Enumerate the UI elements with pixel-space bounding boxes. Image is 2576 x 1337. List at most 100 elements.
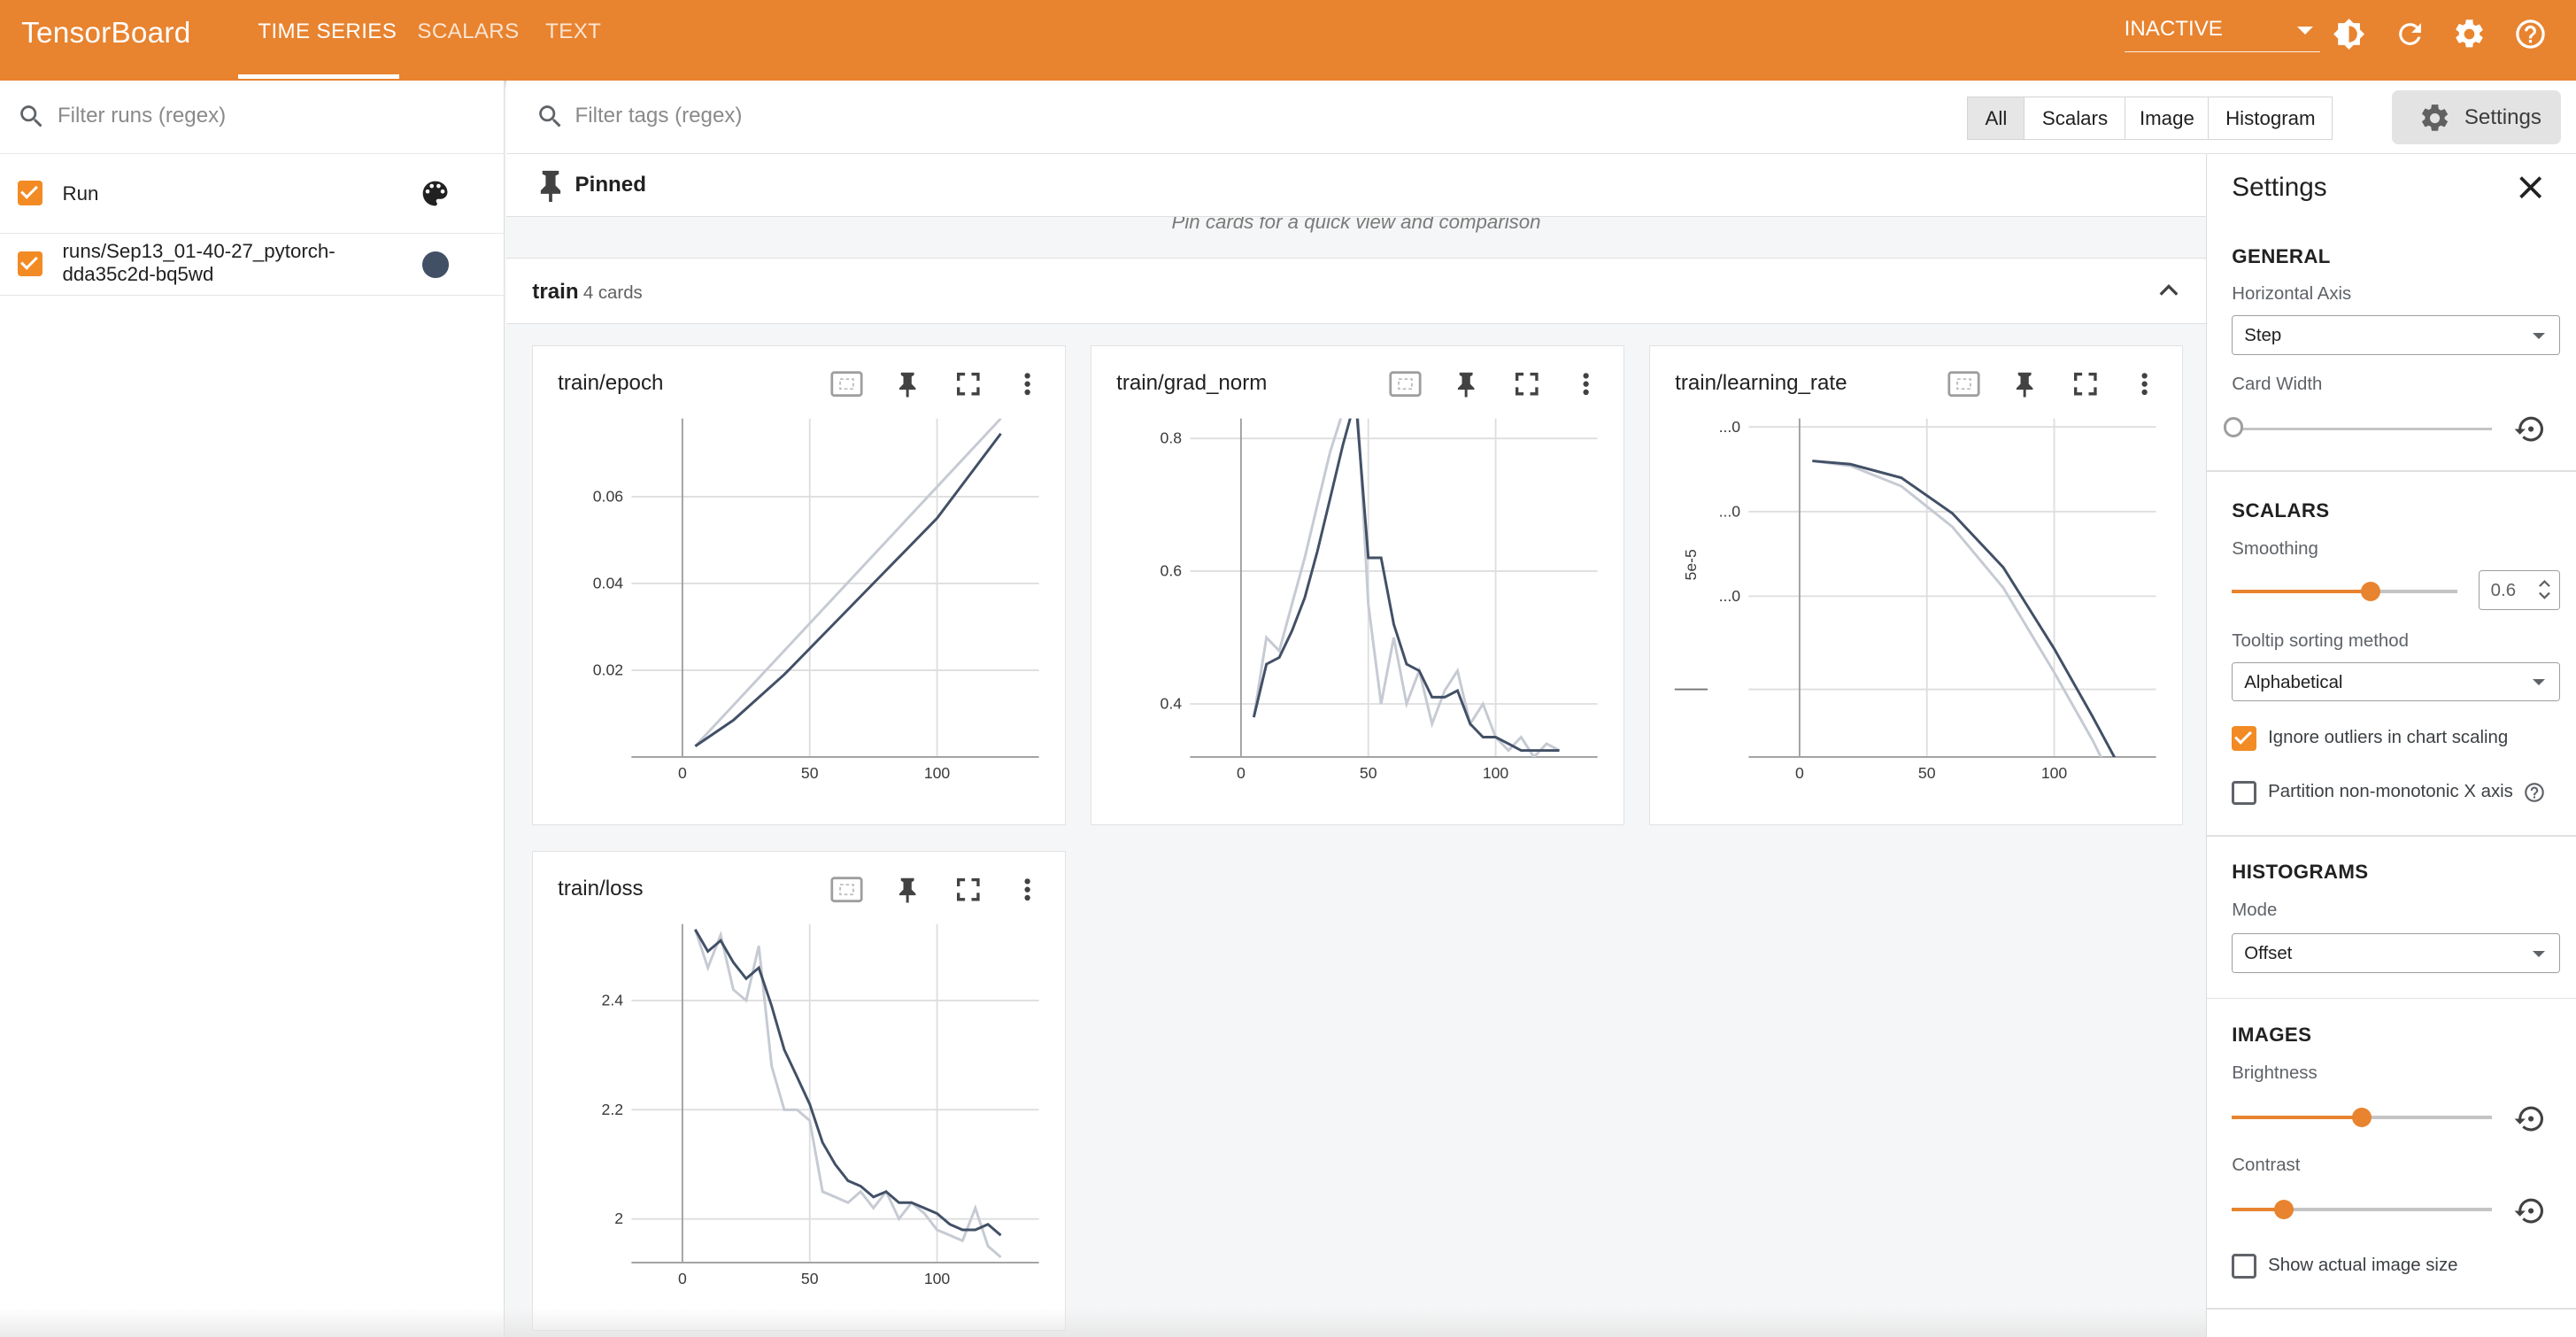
- pin-card-icon[interactable]: [899, 372, 916, 398]
- contrast-slider-thumb[interactable]: [2273, 1199, 2294, 1220]
- type-filter-all[interactable]: All: [1966, 97, 2026, 140]
- type-filter-image[interactable]: Image: [2124, 97, 2210, 140]
- more-vert-icon[interactable]: [1024, 372, 1031, 395]
- y-tick-label: 2.4: [602, 992, 624, 1009]
- status-select[interactable]: INACTIVE: [2124, 16, 2320, 53]
- histogram-mode-value: Offset: [2244, 944, 2293, 964]
- select-all-runs-checkbox[interactable]: [18, 181, 43, 205]
- divider: [2207, 1308, 2576, 1310]
- tags-filter-input[interactable]: Filter tags (regex): [575, 103, 743, 128]
- run-label: runs/Sep13_01-40-27_pytorch-dda35c2d-bq5…: [62, 239, 335, 285]
- images-heading: IMAGES: [2232, 1024, 2312, 1047]
- partition-label: Partition non-monotonic X axis: [2268, 782, 2513, 802]
- type-filter-histogram[interactable]: Histogram: [2208, 97, 2333, 140]
- pin-card-icon[interactable]: [2017, 372, 2033, 398]
- pin-card-icon[interactable]: [899, 878, 916, 903]
- y-tick-label: 0.8: [1161, 429, 1183, 446]
- divider: [2207, 834, 2576, 837]
- fit-domain-icon[interactable]: [830, 877, 863, 903]
- tooltip-sort-select[interactable]: Alphabetical: [2232, 661, 2561, 702]
- settings-toggle-button[interactable]: Settings: [2392, 90, 2562, 145]
- fit-domain-icon[interactable]: [1947, 371, 1980, 397]
- settings-gear-icon[interactable]: [2451, 17, 2487, 53]
- brightness-slider-fill: [2232, 1116, 2362, 1119]
- close-icon[interactable]: [2516, 173, 2545, 209]
- ignore-outliers-checkbox[interactable]: [2232, 726, 2257, 752]
- partition-checkbox[interactable]: [2232, 780, 2257, 806]
- reset-icon[interactable]: [2513, 1194, 2546, 1227]
- more-vert-icon[interactable]: [1583, 372, 1590, 395]
- fullscreen-icon[interactable]: [1516, 372, 1539, 396]
- smoothing-input[interactable]: 0.6: [2478, 569, 2561, 610]
- chevron-down-icon: [2532, 950, 2545, 957]
- histograms-heading: HISTOGRAMS: [2232, 861, 2369, 884]
- ignore-outliers-label: Ignore outliers in chart scaling: [2268, 728, 2509, 748]
- tab-scalars[interactable]: SCALARS: [417, 19, 520, 44]
- contrast-label: Contrast: [2232, 1155, 2301, 1175]
- x-tick-label: 0: [678, 764, 687, 782]
- reset-icon[interactable]: [2513, 413, 2546, 445]
- more-vert-icon[interactable]: [2141, 372, 2148, 395]
- group-header-train[interactable]: train 4 cards: [505, 258, 2207, 324]
- status-select-value: INACTIVE: [2124, 16, 2223, 41]
- smoothing-input-value: 0.6: [2490, 581, 2517, 601]
- card-width-slider-thumb[interactable]: [2224, 417, 2244, 437]
- tab-time-series[interactable]: TIME SERIES: [258, 19, 397, 44]
- card-title: train/learning_rate: [1675, 370, 1847, 395]
- x-tick-label: 100: [924, 764, 951, 782]
- type-filter-scalars[interactable]: Scalars: [2024, 97, 2126, 140]
- palette-icon[interactable]: [419, 177, 451, 217]
- chevron-up-icon[interactable]: [2157, 279, 2180, 309]
- run-color-swatch[interactable]: [421, 251, 449, 278]
- fit-domain-icon[interactable]: [1389, 371, 1422, 397]
- runs-header-row: Run: [0, 154, 505, 234]
- runs-header-label: Run: [62, 182, 99, 205]
- chevron-down-icon: [2297, 26, 2314, 35]
- brightness-slider-thumb[interactable]: [2351, 1107, 2372, 1128]
- contrast-slider-track[interactable]: [2232, 1208, 2492, 1211]
- stepper-icon[interactable]: [2538, 576, 2551, 608]
- horizontal-axis-select[interactable]: Step: [2232, 315, 2561, 355]
- card-width-slider-track[interactable]: [2235, 427, 2492, 431]
- contrast-slider-fill: [2232, 1208, 2284, 1211]
- search-icon: [536, 102, 565, 138]
- tab-text[interactable]: TEXT: [545, 19, 602, 44]
- histogram-mode-select[interactable]: Offset: [2232, 933, 2561, 973]
- runs-filter[interactable]: Filter runs (regex): [0, 81, 505, 155]
- run-checkbox[interactable]: [18, 251, 43, 276]
- x-tick-label: 100: [1483, 764, 1509, 782]
- gear-icon: [2418, 102, 2451, 141]
- divider: [2207, 469, 2576, 472]
- reset-icon[interactable]: [2513, 1102, 2546, 1135]
- run-list-item[interactable]: runs/Sep13_01-40-27_pytorch-dda35c2d-bq5…: [0, 234, 505, 297]
- refresh-icon[interactable]: [2392, 17, 2428, 53]
- chart-grid: [1748, 418, 2156, 757]
- chart-grid: [1190, 418, 1598, 757]
- y-tick-label: 2.2: [602, 1101, 624, 1118]
- chart-grid: [631, 418, 1039, 757]
- actual-size-checkbox[interactable]: [2232, 1254, 2257, 1279]
- chart-train-learning-rate[interactable]: 0 50 100 ...0 ...0 ...0 5e-5: [1650, 346, 2184, 826]
- more-vert-icon[interactable]: [1024, 878, 1031, 901]
- x-tick-label: 100: [924, 1270, 951, 1287]
- help-icon[interactable]: [2523, 781, 2546, 809]
- pin-card-icon[interactable]: [1458, 372, 1475, 398]
- fullscreen-icon[interactable]: [957, 372, 980, 396]
- chevron-down-icon: [2532, 332, 2545, 339]
- smoothing-slider-thumb[interactable]: [2361, 581, 2381, 602]
- settings-button-label: Settings: [2464, 104, 2541, 129]
- fullscreen-icon[interactable]: [957, 878, 980, 901]
- pin-icon: [539, 169, 562, 209]
- active-tab-indicator: [238, 73, 399, 80]
- y-tick-label: 0.06: [593, 487, 624, 505]
- scalar-card-train-epoch: 0 50 100 0.02 0.04 0.06 train/epoch: [532, 344, 1067, 826]
- chart-train-epoch[interactable]: 0 50 100 0.02 0.04 0.06: [533, 346, 1067, 826]
- chart-train-grad-norm[interactable]: 0 50 100 0.4 0.6 0.8: [1091, 346, 1625, 826]
- scalar-card-train-loss: 0 50 100 2 2.2 2.4 train/loss: [532, 851, 1067, 1332]
- chart-train-loss[interactable]: 0 50 100 2 2.2 2.4: [533, 852, 1067, 1332]
- x-tick-label: 0: [678, 1270, 687, 1287]
- help-icon[interactable]: [2512, 17, 2549, 53]
- fullscreen-icon[interactable]: [2074, 372, 2097, 396]
- fit-domain-icon[interactable]: [830, 371, 863, 397]
- brightness-icon[interactable]: [2332, 17, 2368, 53]
